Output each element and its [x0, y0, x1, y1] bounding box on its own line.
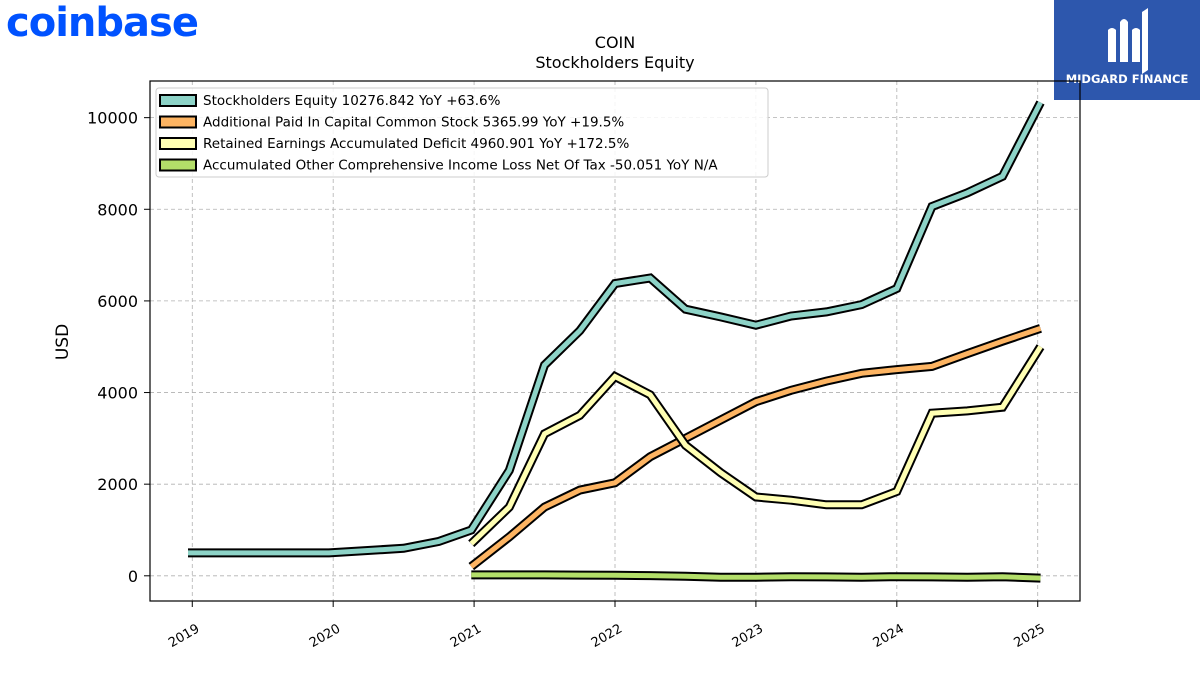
- legend-box: [155, 87, 769, 178]
- legend-swatch: [159, 137, 197, 150]
- x-tick-label: 2022: [589, 621, 625, 651]
- midgard-finance-label: MIDGARD FINANCE: [1065, 72, 1189, 86]
- y-tick-label: 6000: [97, 292, 138, 311]
- y-tick-label: 2000: [97, 475, 138, 494]
- series-group: [188, 100, 1045, 583]
- series-2: [468, 344, 1045, 547]
- legend-entry: Accumulated Other Comprehensive Income L…: [203, 158, 718, 174]
- legend-entry: Stockholders Equity 10276.842 YoY +63.6%: [203, 93, 501, 109]
- legend-entry: Additional Paid In Capital Common Stock …: [203, 115, 624, 131]
- midgard-finance-badge: MIDGARD FINANCE: [1054, 0, 1200, 100]
- axes: 0 2000 4000 6000 8000 10000 2019 2020 2021 2022 20…: [87, 109, 1048, 651]
- legend-entry: Retained Earnings Accumulated Deficit 49…: [203, 136, 629, 152]
- legend: Stockholders Equity 10276.842 YoY +63.6%…: [155, 87, 769, 178]
- series-3: [471, 570, 1041, 583]
- series-line: [469, 326, 1042, 569]
- series-0: [188, 100, 1045, 558]
- x-tick-label: 2019: [166, 621, 202, 651]
- x-tick-label: 2024: [871, 621, 907, 651]
- y-tick-label: 10000: [87, 109, 138, 128]
- series-line: [469, 345, 1043, 546]
- x-tick-label: 2025: [1012, 621, 1048, 651]
- legend-swatch: [159, 94, 197, 107]
- x-tick-label: 2020: [307, 621, 343, 651]
- y-tick-label: 4000: [97, 384, 138, 403]
- coinbase-logo: coinbase: [6, 0, 199, 46]
- x-tick-label: 2021: [448, 621, 484, 651]
- x-tick-label: 2023: [730, 621, 766, 651]
- y-tick-label: 8000: [97, 200, 138, 219]
- chart-subtitle: Stockholders Equity: [535, 53, 694, 72]
- series-line: [188, 101, 1043, 556]
- series-1: [468, 324, 1042, 571]
- series-line: [471, 572, 1041, 581]
- y-tick-label: 0: [128, 567, 138, 586]
- chart-title: COIN: [595, 33, 635, 52]
- y-axis-label: USD: [53, 324, 73, 360]
- legend-swatch: [159, 115, 197, 129]
- midgard-logo-icon: [1054, 0, 1200, 100]
- legend-swatch: [159, 158, 197, 172]
